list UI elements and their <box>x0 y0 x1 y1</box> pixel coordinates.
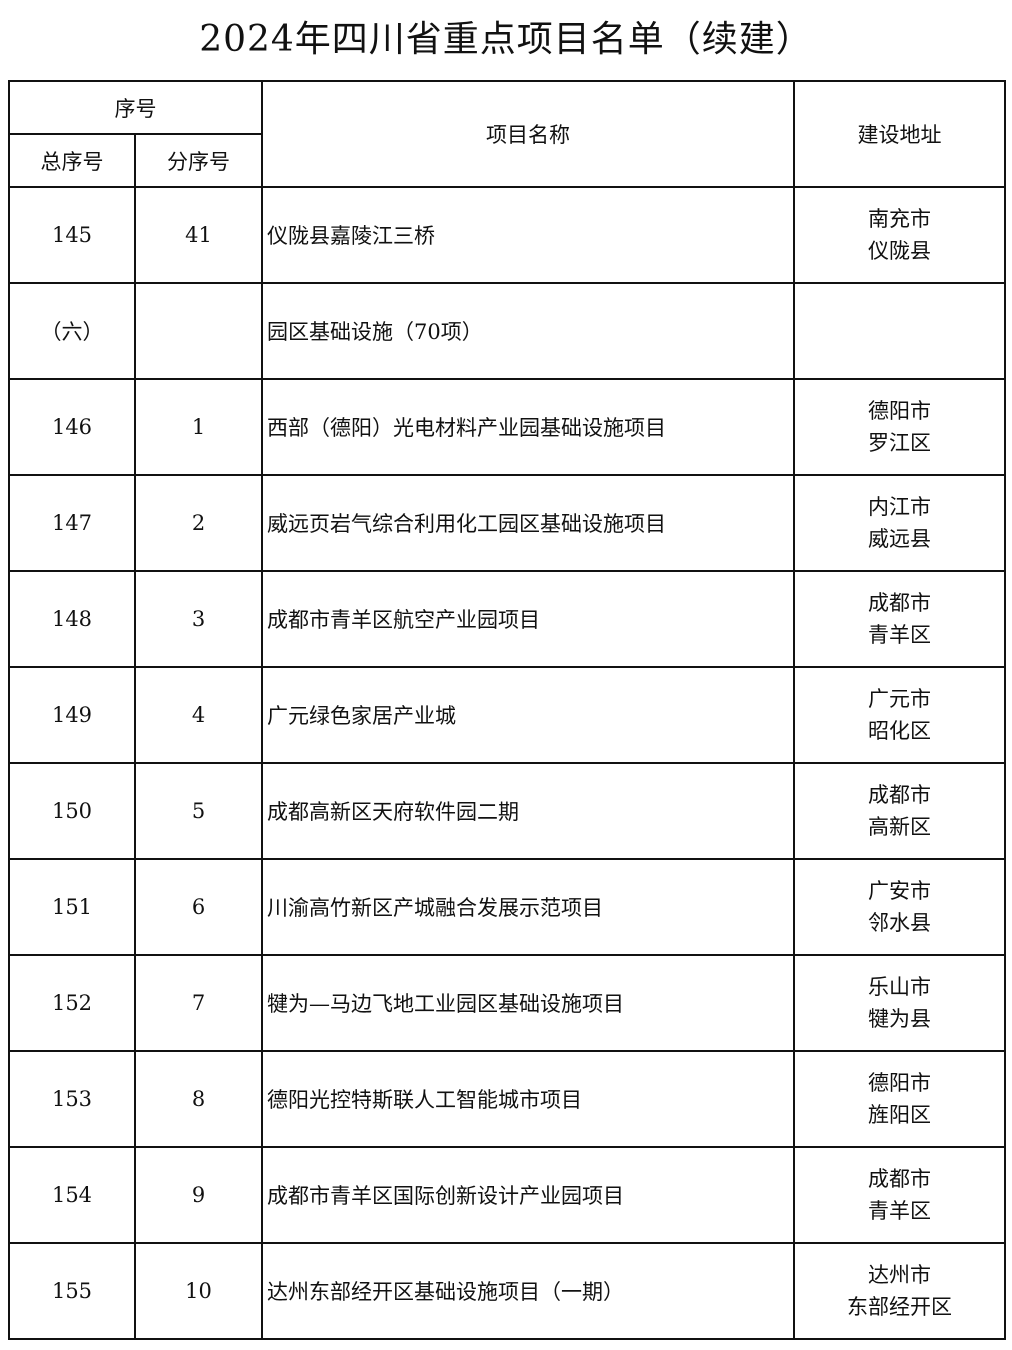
header-seq-group: 序号 <box>8 80 263 135</box>
sub-seq-cell: 8 <box>134 1050 263 1148</box>
project-name-cell: 仪陇县嘉陵江三桥 <box>261 186 795 284</box>
sub-seq-cell: 4 <box>134 666 263 764</box>
total-seq-cell: 150 <box>8 762 136 860</box>
sub-seq-cell: 5 <box>134 762 263 860</box>
address-line: 成都市 <box>868 591 931 615</box>
project-name-cell: 广元绿色家居产业城 <box>261 666 795 764</box>
address-line: 仪陇县 <box>868 239 931 263</box>
total-seq-cell: 148 <box>8 570 136 668</box>
sub-seq-cell: 9 <box>134 1146 263 1244</box>
project-name-cell: 达州东部经开区基础设施项目（一期） <box>261 1242 795 1340</box>
total-seq-cell: 153 <box>8 1050 136 1148</box>
header-address: 建设地址 <box>793 80 1006 188</box>
address-line: 东部经开区 <box>847 1295 952 1319</box>
project-name-cell: 成都市青羊区国际创新设计产业园项目 <box>261 1146 795 1244</box>
project-name-cell: 威远页岩气综合利用化工园区基础设施项目 <box>261 474 795 572</box>
address-line: 昭化区 <box>868 719 931 743</box>
sub-seq-cell <box>134 282 263 380</box>
project-name-cell: 园区基础设施（70项） <box>261 282 795 380</box>
header-total-seq: 总序号 <box>8 133 136 188</box>
header-project-name: 项目名称 <box>261 80 795 188</box>
sub-seq-cell: 2 <box>134 474 263 572</box>
address-cell: 德阳市 罗江区 <box>793 378 1006 476</box>
address-cell: 德阳市 旌阳区 <box>793 1050 1006 1148</box>
address-line: 德阳市 <box>868 399 931 423</box>
table-row: 152 7 犍为—马边飞地工业园区基础设施项目 乐山市 犍为县 <box>8 954 1006 1052</box>
table-row: 148 3 成都市青羊区航空产业园项目 成都市 青羊区 <box>8 570 1006 668</box>
address-cell: 成都市 青羊区 <box>793 570 1006 668</box>
sub-seq-cell: 41 <box>134 186 263 284</box>
address-line: 高新区 <box>868 815 931 839</box>
address-cell: 内江市 威远县 <box>793 474 1006 572</box>
table-row: 149 4 广元绿色家居产业城 广元市 昭化区 <box>8 666 1006 764</box>
header-sub-seq: 分序号 <box>134 133 263 188</box>
address-line: 青羊区 <box>868 623 931 647</box>
address-cell: 达州市 东部经开区 <box>793 1242 1006 1340</box>
address-cell <box>793 282 1006 380</box>
address-line: 德阳市 <box>868 1071 931 1095</box>
project-name-cell: 犍为—马边飞地工业园区基础设施项目 <box>261 954 795 1052</box>
project-table: 序号 项目名称 建设地址 总序号 分序号 145 41 仪陇县嘉陵江三桥 南充市 仪陇县… <box>8 80 1006 1340</box>
address-line: 青羊区 <box>868 1199 931 1223</box>
total-seq-cell: 145 <box>8 186 136 284</box>
project-name-cell: 德阳光控特斯联人工智能城市项目 <box>261 1050 795 1148</box>
page-title: 2024年四川省重点项目名单（续建） <box>199 19 813 60</box>
address-line: 广元市 <box>868 687 931 711</box>
total-seq-cell: 152 <box>8 954 136 1052</box>
address-line: 南充市 <box>868 207 931 231</box>
address-line: 犍为县 <box>868 1007 931 1031</box>
sub-seq-cell: 1 <box>134 378 263 476</box>
total-seq-cell: 151 <box>8 858 136 956</box>
table-row: 146 1 西部（德阳）光电材料产业园基础设施项目 德阳市 罗江区 <box>8 378 1006 476</box>
address-cell: 南充市 仪陇县 <box>793 186 1006 284</box>
sub-seq-cell: 3 <box>134 570 263 668</box>
table-row: 155 10 达州东部经开区基础设施项目（一期） 达州市 东部经开区 <box>8 1242 1006 1340</box>
project-name-cell: 成都市青羊区航空产业园项目 <box>261 570 795 668</box>
project-name-cell: 西部（德阳）光电材料产业园基础设施项目 <box>261 378 795 476</box>
address-line: 达州市 <box>868 1263 931 1287</box>
project-name-cell: 川渝高竹新区产城融合发展示范项目 <box>261 858 795 956</box>
total-seq-cell: 155 <box>8 1242 136 1340</box>
total-seq-cell: （六） <box>8 282 136 380</box>
sub-seq-cell: 10 <box>134 1242 263 1340</box>
address-cell: 成都市 高新区 <box>793 762 1006 860</box>
address-line: 旌阳区 <box>868 1103 931 1127</box>
total-seq-cell: 154 <box>8 1146 136 1244</box>
address-line: 乐山市 <box>868 975 931 999</box>
table-row: 147 2 威远页岩气综合利用化工园区基础设施项目 内江市 威远县 <box>8 474 1006 572</box>
address-line: 威远县 <box>868 527 931 551</box>
sub-seq-cell: 6 <box>134 858 263 956</box>
address-line: 内江市 <box>868 495 931 519</box>
total-seq-cell: 146 <box>8 378 136 476</box>
table-row: 154 9 成都市青羊区国际创新设计产业园项目 成都市 青羊区 <box>8 1146 1006 1244</box>
address-line: 成都市 <box>868 783 931 807</box>
address-cell: 广元市 昭化区 <box>793 666 1006 764</box>
table-row: 153 8 德阳光控特斯联人工智能城市项目 德阳市 旌阳区 <box>8 1050 1006 1148</box>
table-body: 145 41 仪陇县嘉陵江三桥 南充市 仪陇县 （六） 园区基础设施（70项） 146 1 西部（… <box>8 186 1006 1340</box>
address-cell: 广安市 邻水县 <box>793 858 1006 956</box>
address-line: 罗江区 <box>868 431 931 455</box>
project-name-cell: 成都高新区天府软件园二期 <box>261 762 795 860</box>
table-row: 145 41 仪陇县嘉陵江三桥 南充市 仪陇县 <box>8 186 1006 284</box>
address-line: 邻水县 <box>868 911 931 935</box>
sub-seq-cell: 7 <box>134 954 263 1052</box>
address-line: 成都市 <box>868 1167 931 1191</box>
address-line: 广安市 <box>868 879 931 903</box>
total-seq-cell: 147 <box>8 474 136 572</box>
total-seq-cell: 149 <box>8 666 136 764</box>
table-row: （六） 园区基础设施（70项） <box>8 282 1006 380</box>
address-cell: 成都市 青羊区 <box>793 1146 1006 1244</box>
address-cell: 乐山市 犍为县 <box>793 954 1006 1052</box>
table-row: 150 5 成都高新区天府软件园二期 成都市 高新区 <box>8 762 1006 860</box>
table-row: 151 6 川渝高竹新区产城融合发展示范项目 广安市 邻水县 <box>8 858 1006 956</box>
